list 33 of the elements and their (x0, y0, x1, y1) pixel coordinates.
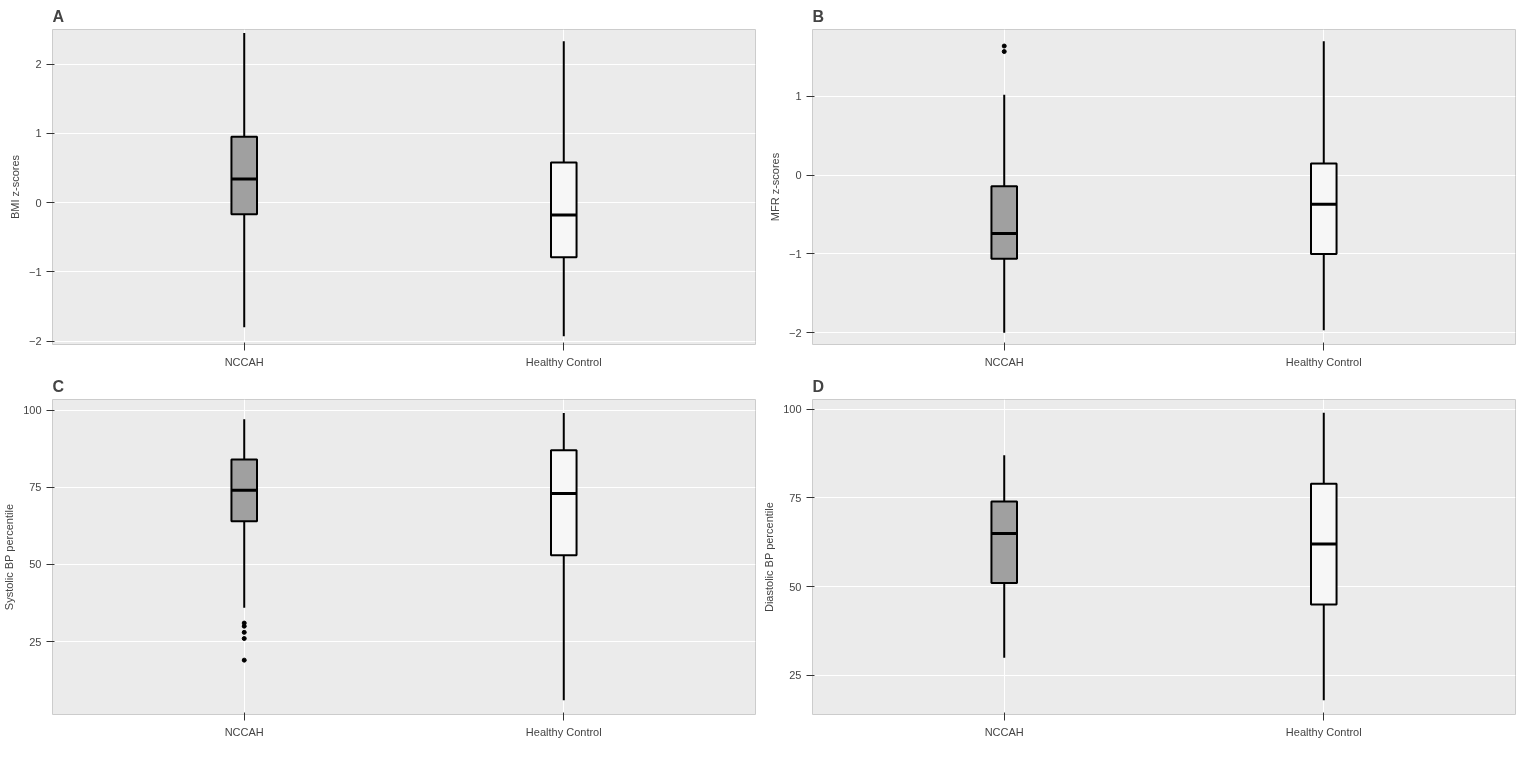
x-tick-label: NCCAH (224, 355, 264, 368)
y-tick-label: 75 (29, 481, 42, 494)
y-tick-label: −1 (28, 265, 42, 278)
chart-title: B (812, 7, 825, 25)
x-tick-label: Healthy Control (525, 725, 602, 738)
y-tick-label: 50 (29, 558, 42, 571)
x-tick-label: NCCAH (984, 355, 1024, 368)
y-axis-title: MFR z-scores (768, 152, 781, 222)
y-tick-label: 100 (23, 404, 42, 416)
x-tick-label: Healthy Control (1285, 355, 1362, 368)
y-axis-title: BMI z-scores (8, 154, 21, 220)
y-tick-label: −2 (28, 335, 42, 348)
y-tick-label: 0 (795, 169, 802, 182)
y-tick-label: 25 (29, 635, 42, 648)
y-tick-label: 1 (795, 90, 802, 103)
y-tick-label: 1 (35, 127, 42, 140)
y-tick-label: 25 (789, 669, 802, 682)
y-axis-title: Systolic BP percentile (3, 504, 16, 611)
y-axis-title: Diastolic BP percentile (763, 502, 776, 613)
y-tick-label: −2 (788, 326, 802, 339)
y-tick-label: −1 (788, 247, 802, 260)
y-tick-label: 2 (35, 58, 42, 71)
x-tick-label: Healthy Control (1285, 725, 1362, 738)
chart-title: D (812, 377, 825, 395)
chart-title: C (52, 377, 65, 395)
y-tick-label: 75 (789, 491, 802, 504)
y-tick-label: 0 (35, 196, 42, 209)
x-tick-label: Healthy Control (525, 355, 602, 368)
x-tick-label: NCCAH (984, 725, 1024, 738)
y-tick-label: 50 (789, 580, 802, 593)
y-tick-label: 100 (783, 403, 802, 416)
x-tick-label: NCCAH (224, 725, 264, 738)
chart-title: A (52, 7, 65, 25)
